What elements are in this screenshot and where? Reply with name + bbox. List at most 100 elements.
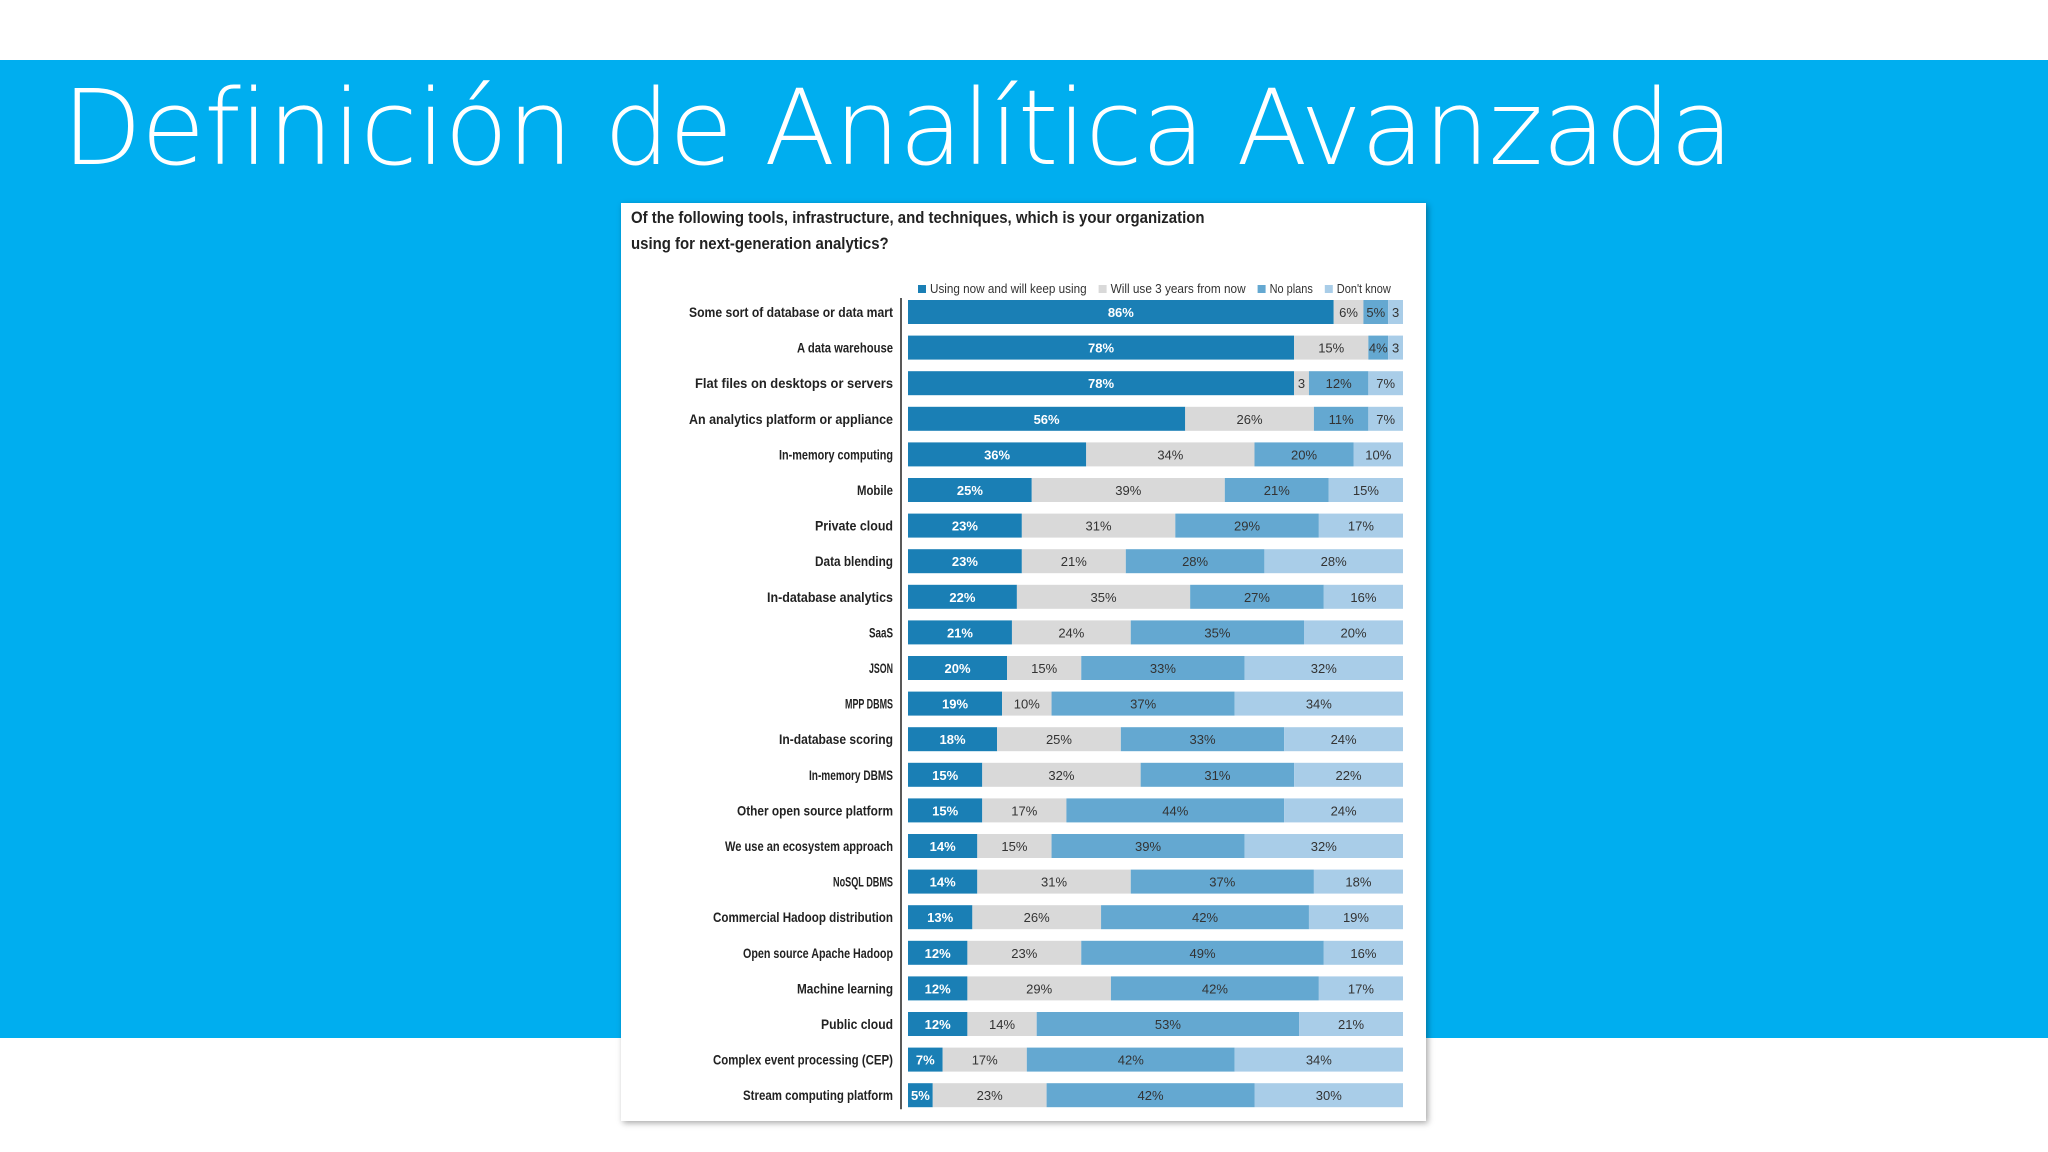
bar-segment	[1190, 584, 1324, 609]
value-label: 32%	[1048, 768, 1074, 783]
category-label: Some sort of database or data mart	[689, 304, 893, 320]
value-label: 44%	[1162, 803, 1188, 818]
value-label: 17%	[1011, 803, 1037, 818]
value-label: 12%	[925, 1017, 951, 1032]
bar-segment	[1323, 584, 1403, 609]
value-label: 78%	[1088, 376, 1114, 391]
bar-segment	[908, 691, 1003, 716]
value-label: 22%	[949, 590, 975, 605]
value-label: 14%	[930, 875, 956, 890]
value-label: 10%	[1365, 447, 1391, 462]
value-label: 18%	[1345, 875, 1371, 890]
value-label: 33%	[1150, 661, 1176, 676]
bar-segment	[908, 406, 1186, 431]
value-label: 32%	[1311, 661, 1337, 676]
value-label: 7%	[1376, 376, 1395, 391]
value-label: 24%	[1058, 625, 1084, 640]
bar-segment	[1016, 584, 1191, 609]
value-label: 19%	[942, 697, 968, 712]
bar-segment	[1254, 442, 1354, 467]
bar-segment	[908, 335, 1295, 360]
bar-segment	[1081, 940, 1324, 965]
bar-segment	[1021, 549, 1126, 574]
bar-segment	[1294, 762, 1403, 787]
value-label: 15%	[1353, 483, 1379, 498]
bar-segment	[908, 940, 968, 965]
value-label: 24%	[1331, 803, 1357, 818]
value-label: 23%	[952, 519, 978, 534]
bar-segment	[1051, 834, 1245, 858]
bar-segment	[1130, 869, 1314, 894]
bar-segment	[1299, 1012, 1403, 1036]
bar-segment	[1125, 549, 1265, 574]
bar-segment	[1368, 371, 1403, 396]
value-label: 24%	[1331, 732, 1357, 747]
bar-segment	[942, 1047, 1027, 1072]
bar-segment	[908, 442, 1087, 467]
bar-segment	[977, 869, 1131, 894]
category-label: In-database scoring	[779, 731, 893, 747]
bar-segment	[1081, 656, 1245, 680]
value-label: 86%	[1108, 305, 1134, 320]
bar-segment	[908, 976, 968, 1001]
value-label: 10%	[1014, 697, 1040, 712]
value-label: 26%	[1024, 910, 1050, 925]
legend-swatch	[1324, 285, 1333, 293]
legend-label: Using now and will keep using	[930, 281, 1087, 296]
value-label: 56%	[1034, 412, 1060, 427]
value-label: 31%	[1041, 875, 1067, 890]
bar-segment	[1313, 406, 1369, 431]
category-label: NoSQL DBMS	[833, 874, 893, 890]
bar-segment	[1323, 940, 1403, 965]
bar-segment	[1388, 335, 1403, 360]
bar-segment	[1234, 691, 1403, 716]
value-label: 53%	[1155, 1017, 1181, 1032]
bar-segment	[1130, 620, 1304, 645]
legend-swatch	[1098, 285, 1107, 293]
bar-segment	[908, 834, 978, 858]
value-label: 15%	[1031, 661, 1057, 676]
bar-segment	[1031, 478, 1225, 502]
value-label: 15%	[932, 768, 958, 783]
category-label: SaaS	[869, 624, 893, 640]
bar-segment	[1333, 300, 1364, 324]
bar-segment	[1026, 1047, 1235, 1072]
category-label: Commercial Hadoop distribution	[713, 909, 893, 925]
bar-segment	[908, 1047, 943, 1072]
category-label: JSON	[869, 660, 893, 676]
value-label: 14%	[930, 839, 956, 854]
value-label: 28%	[1182, 554, 1208, 569]
category-label: In-database analytics	[767, 589, 893, 605]
category-label: We use an ecosystem approach	[725, 838, 893, 854]
bar-segment	[1101, 905, 1309, 930]
value-label: 12%	[925, 946, 951, 961]
value-label: 7%	[1376, 412, 1395, 427]
bar-segment	[997, 727, 1121, 752]
bar-segment	[1110, 976, 1319, 1001]
bar-segment	[982, 798, 1067, 823]
bar-segment	[1175, 513, 1319, 538]
value-label: 78%	[1088, 341, 1114, 356]
legend-swatch	[1257, 285, 1266, 293]
value-label: 20%	[1291, 447, 1317, 462]
bar-segment	[1368, 406, 1403, 431]
category-label: Private cloud	[815, 518, 893, 534]
value-label: 17%	[1348, 519, 1374, 534]
value-label: 5%	[1366, 305, 1385, 320]
bar-segment	[982, 762, 1141, 787]
value-label: 28%	[1321, 554, 1347, 569]
value-label: 18%	[940, 732, 966, 747]
value-label: 35%	[1091, 590, 1117, 605]
category-label: Other open source platform	[737, 802, 893, 818]
category-label: In-memory computing	[779, 446, 893, 462]
bar-segment	[1244, 834, 1403, 858]
value-label: 26%	[1237, 412, 1263, 427]
value-label: 11%	[1329, 412, 1354, 427]
bar-segment	[1304, 620, 1403, 645]
bar-segment	[1224, 478, 1329, 502]
bar-segment	[1294, 335, 1369, 360]
bar-segment	[1294, 371, 1309, 396]
bar-segment	[967, 1012, 1037, 1036]
value-label: 7%	[916, 1053, 935, 1068]
category-label: Data blending	[815, 553, 893, 569]
